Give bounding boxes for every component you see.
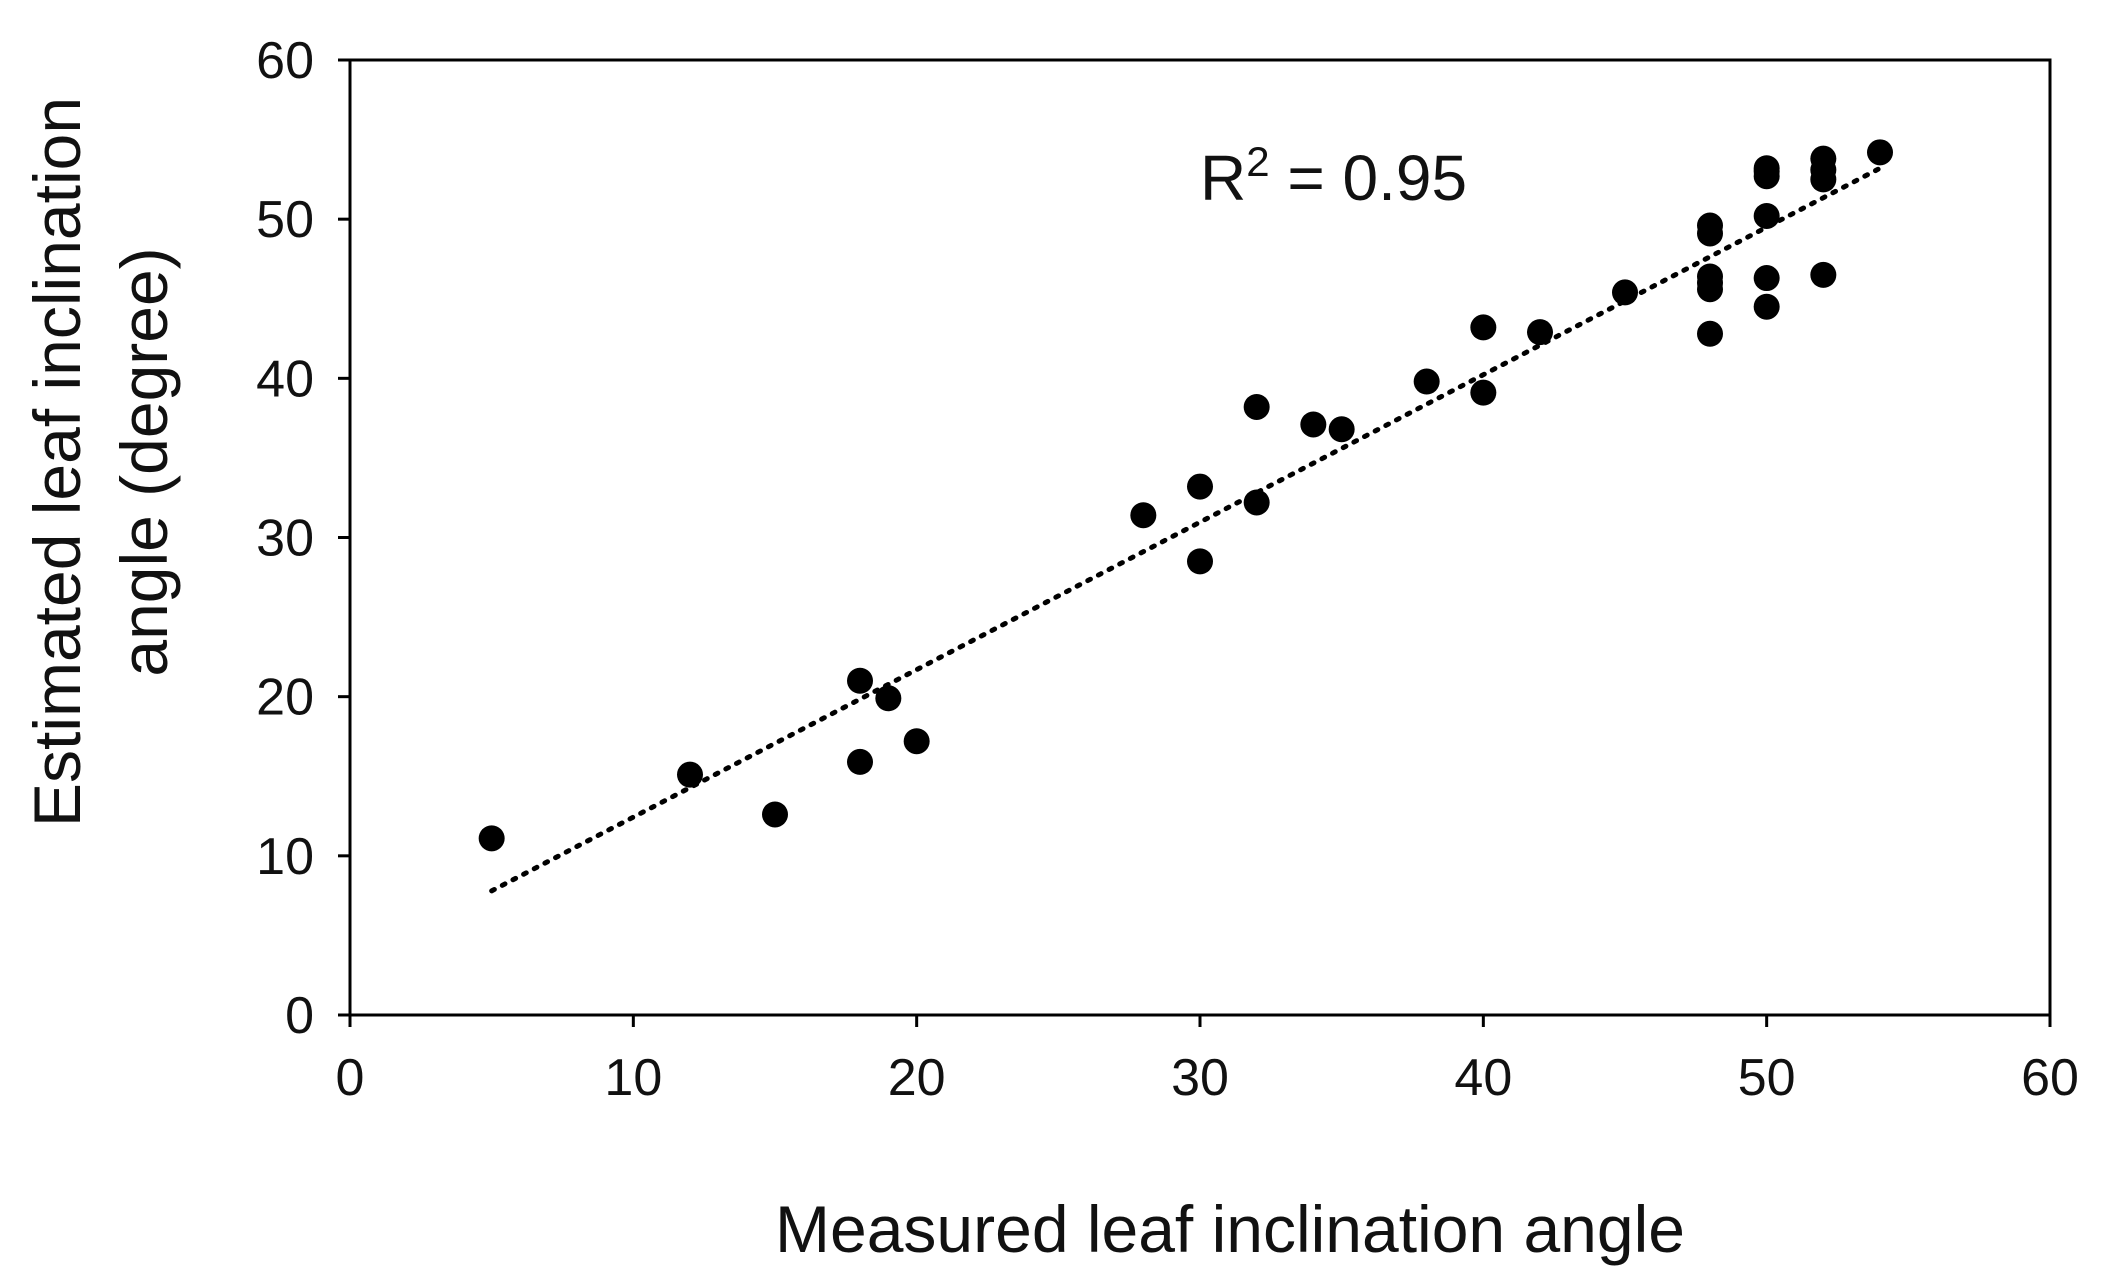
y-axis-title-line1: Estimated leaf inclination: [20, 97, 94, 827]
data-point: [478, 825, 505, 852]
data-point: [677, 761, 703, 788]
data-point: [903, 728, 930, 755]
data-point: [1810, 166, 1837, 193]
data-point: [1243, 489, 1270, 516]
y-axis-tick-labels: 0 10 20 30 40 50 60: [256, 32, 314, 1045]
y-tick-label: 30: [256, 510, 314, 568]
data-point: [1187, 473, 1213, 500]
r-squared-annotation: R2 = 0.95: [1200, 138, 1467, 214]
y-axis-title-line2: angle (degree): [107, 247, 181, 676]
data-point: [847, 748, 873, 775]
y-tick-label: 10: [256, 828, 314, 886]
data-point: [762, 801, 788, 828]
y-tick-label: 40: [256, 350, 314, 408]
x-tick-label: 40: [1454, 1049, 1512, 1107]
x-tick-label: 0: [336, 1049, 365, 1107]
r-squared-value: = 0.95: [1270, 142, 1468, 214]
x-tick-label: 60: [2021, 1049, 2079, 1107]
y-axis-tick-marks: [338, 58, 350, 1017]
data-point: [1187, 548, 1213, 575]
data-point: [1470, 379, 1497, 406]
x-axis-tick-marks: [348, 1015, 2052, 1027]
data-point: [1753, 158, 1780, 185]
x-axis-title: Measured leaf inclination angle: [775, 1192, 1685, 1266]
data-point: [1328, 416, 1355, 443]
data-point: [1753, 265, 1780, 292]
trendline: [489, 165, 1883, 894]
y-tick-label: 20: [256, 669, 314, 727]
data-point: [1697, 269, 1723, 296]
x-tick-label: 50: [1738, 1049, 1796, 1107]
data-point: [1697, 320, 1723, 347]
data-point: [1810, 261, 1837, 288]
x-axis-tick-labels: 0 10 20 30 40 50 60: [336, 1049, 2079, 1107]
data-point: [875, 685, 902, 712]
data-point: [1753, 202, 1780, 229]
data-point: [1753, 293, 1780, 320]
x-tick-label: 20: [888, 1049, 946, 1107]
data-point: [1243, 393, 1270, 420]
y-tick-label: 0: [285, 987, 314, 1045]
data-point: [1527, 319, 1553, 346]
x-tick-label: 30: [1171, 1049, 1229, 1107]
data-point: [1470, 314, 1497, 341]
data-point: [1130, 502, 1157, 529]
y-tick-label: 60: [256, 32, 314, 90]
data-point: [1612, 279, 1638, 306]
r-squared-superscript: 2: [1246, 138, 1269, 185]
data-point: [847, 667, 873, 694]
data-point: [1697, 220, 1723, 247]
data-point: [1413, 368, 1440, 395]
r-squared-base: R: [1200, 142, 1246, 214]
data-point: [1300, 411, 1327, 438]
x-tick-label: 10: [604, 1049, 662, 1107]
y-tick-label: 50: [256, 191, 314, 249]
data-points: [478, 139, 1893, 852]
data-point: [1867, 139, 1893, 166]
